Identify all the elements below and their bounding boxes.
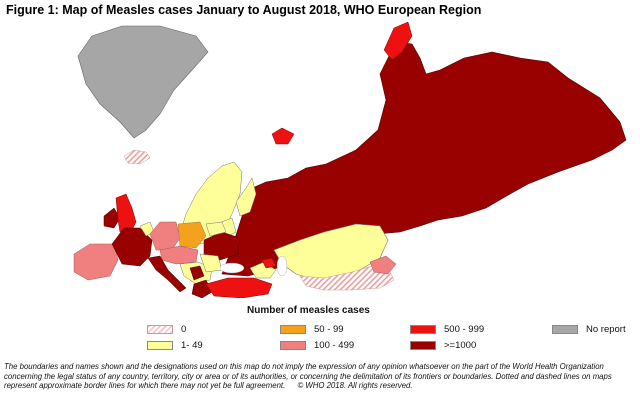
legend-swatch-1-49 (147, 341, 173, 350)
legend-swatch-no-report (552, 325, 578, 334)
legend-label: 500 - 999 (444, 324, 485, 335)
legend-item-no-report: No report (552, 324, 626, 335)
belarus-region (205, 221, 227, 237)
legend-item-1000-plus: >=1000 (410, 340, 476, 351)
caspian-sea (276, 255, 288, 277)
iceland-region (123, 149, 151, 165)
legend-label: 100 - 499 (314, 340, 355, 351)
svalbard-region (271, 127, 295, 145)
legend-item-100-499: 100 - 499 (280, 340, 354, 351)
central-europe-region (159, 245, 199, 265)
europe-measles-map (73, 21, 627, 298)
kyrgyzstan-region (369, 255, 397, 275)
disclaimer-text: The boundaries and names shown and the d… (4, 362, 612, 391)
iberia-region (73, 243, 119, 281)
novaya-zemlya-region (383, 21, 413, 61)
finland-region (235, 177, 257, 217)
legend-swatch-0 (147, 325, 173, 334)
legend-label: 50 - 99 (314, 324, 344, 335)
legend-swatch-100-499 (280, 341, 306, 350)
turkey-region (205, 277, 273, 298)
legend-swatch-500-999 (410, 325, 436, 334)
serbia-region (189, 265, 205, 281)
legend-item-1-49: 1- 49 (147, 340, 203, 351)
legend-title: Number of measles cases (247, 305, 370, 316)
france-region (111, 227, 153, 267)
central-asia-region (299, 265, 395, 291)
legend-label: 1- 49 (181, 340, 203, 351)
russia-region (221, 41, 627, 277)
poland-region (177, 221, 207, 249)
greenland-region (77, 25, 209, 139)
legend-label: >=1000 (444, 340, 477, 351)
legend-label: No report (586, 324, 626, 335)
legend-swatch-1000-plus (410, 341, 436, 350)
germany-region (149, 221, 181, 251)
legend-item-500-999: 500 - 999 (410, 324, 484, 335)
disclaimer: The boundaries and names shown and the d… (4, 362, 636, 391)
ireland-region (103, 207, 121, 229)
figure-title: Figure 1: Map of Measles cases January t… (6, 3, 482, 17)
legend-item-50-99: 50 - 99 (280, 324, 344, 335)
legend-swatch-50-99 (280, 325, 306, 334)
legend-item-0: 0 (147, 324, 186, 335)
black-sea (219, 262, 245, 274)
georgia-region (261, 257, 277, 269)
italy-region (147, 255, 187, 293)
legend-label: 0 (181, 324, 187, 335)
copyright-text: © WHO 2018. All rights reserved. (297, 381, 413, 391)
